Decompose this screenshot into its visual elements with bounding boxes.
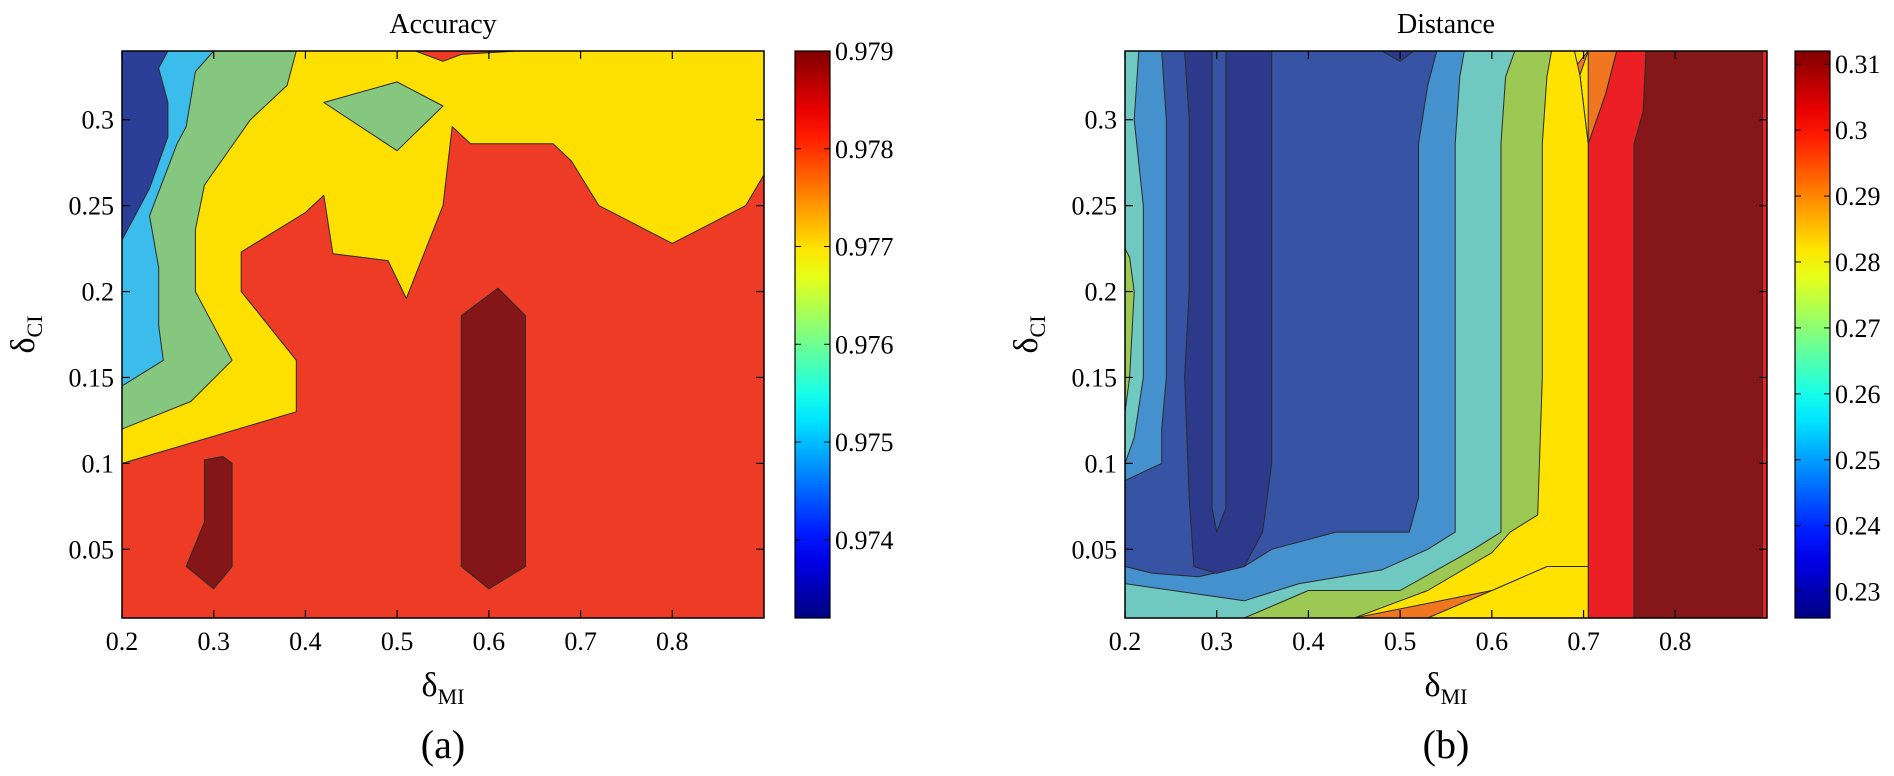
y-tick-label: 0.15 [1072, 363, 1118, 392]
x-axis-subscript: MI [438, 684, 465, 709]
colorbar [794, 50, 831, 619]
y-axis-symbol: δ [5, 337, 42, 353]
y-tick-label: 0.25 [69, 192, 115, 221]
plot-frame [1124, 50, 1768, 619]
x-tick-label: 0.6 [473, 627, 506, 656]
colorbar-tick-label: 0.976 [835, 330, 894, 359]
y-tick-label: 0.3 [82, 106, 115, 135]
contour-region-8 [460, 287, 526, 590]
colorbar-tick-label: 0.978 [835, 135, 894, 164]
colorbar-tick-label: 0.29 [1835, 182, 1881, 211]
colorbar-tick-label: 0.27 [1835, 314, 1881, 343]
accuracy-panel: 0.2 0.3 0.4 0.5 0.6 0.7 0.8 0.05 0.1 0.15 0.2 0.25 0… [5, 9, 894, 767]
x-tick-label: 0.7 [1567, 627, 1600, 656]
colorbar-tick-label: 0.977 [835, 233, 894, 262]
colorbar [1794, 50, 1831, 619]
panel-label: (b) [1423, 722, 1470, 767]
contour-region-6 [415, 51, 517, 62]
x-tick-label: 0.4 [289, 627, 322, 656]
y-tick-label: 0.05 [69, 535, 115, 564]
x-axis-symbol: δ [422, 667, 438, 704]
contour-regions [1125, 51, 1767, 618]
x-tick-label: 0.5 [381, 627, 414, 656]
contour-region-10 [1125, 51, 1438, 578]
y-axis-symbol: δ [1008, 337, 1045, 353]
x-tick-label: 0.7 [564, 627, 597, 656]
y-tick-label: 0.2 [1085, 278, 1118, 307]
contour-region-13 [1381, 51, 1415, 62]
x-tick-label: 0.6 [1476, 627, 1509, 656]
x-axis-label: δMI [1425, 667, 1468, 709]
y-axis-subscript: CI [22, 315, 47, 337]
panel-label: (a) [421, 722, 465, 767]
y-tick-label: 0.3 [1085, 106, 1118, 135]
x-tick-label: 0.8 [1659, 627, 1692, 656]
y-axis-label: δCI [5, 315, 47, 353]
x-axis-label: δMI [422, 667, 465, 709]
colorbar-tick-label: 0.974 [835, 526, 894, 555]
y-tick-label: 0.1 [82, 449, 115, 478]
colorbar-tick-label: 0.26 [1835, 380, 1881, 409]
chart-title: Accuracy [389, 9, 496, 40]
contour-region-7 [185, 456, 233, 590]
colorbar-tick-label: 0.975 [835, 428, 894, 457]
colorbar-tick-label: 0.31 [1835, 50, 1881, 79]
x-tick-label: 0.2 [1109, 627, 1142, 656]
contour-regions [122, 51, 764, 618]
y-tick-label: 0.1 [1085, 449, 1118, 478]
colorbar-tick-label: 0.28 [1835, 248, 1881, 277]
contour-region-12 [1211, 51, 1227, 533]
y-axis-label: δCI [1008, 315, 1050, 353]
x-tick-label: 0.8 [656, 627, 689, 656]
contour-region-1 [122, 51, 764, 464]
x-tick-label: 0.2 [106, 627, 139, 656]
colorbar-tick-label: 0.3 [1835, 116, 1868, 145]
y-tick-label: 0.15 [69, 363, 115, 392]
x-tick-label: 0.5 [1384, 627, 1417, 656]
y-tick-label: 0.2 [82, 278, 115, 307]
x-tick-label: 0.4 [1292, 627, 1325, 656]
contour-region-8 [1125, 248, 1135, 413]
y-axis-subscript: CI [1025, 315, 1050, 337]
contour-region-4 [122, 51, 169, 241]
x-tick-label: 0.3 [1200, 627, 1233, 656]
contour-region-11 [1184, 51, 1273, 574]
x-tick-label: 0.3 [197, 627, 230, 656]
chart-title: Distance [1397, 9, 1495, 40]
y-tick-label: 0.05 [1072, 535, 1118, 564]
contour-region-5 [323, 81, 444, 152]
contour-region-1 [1633, 51, 1763, 618]
y-tick-label: 0.25 [1072, 192, 1118, 221]
x-axis-symbol: δ [1425, 667, 1441, 704]
colorbar-tick-label: 0.25 [1835, 446, 1881, 475]
x-axis-subscript: MI [1441, 684, 1468, 709]
colorbar-tick-label: 0.24 [1835, 512, 1881, 541]
colorbar-tick-label: 0.23 [1835, 578, 1881, 607]
distance-panel: 0.2 0.3 0.4 0.5 0.6 0.7 0.8 0.05 0.1 0.15 0.2 0.25 0… [1008, 9, 1881, 767]
plot-frame [121, 50, 765, 619]
colorbar-tick-label: 0.979 [835, 37, 894, 66]
